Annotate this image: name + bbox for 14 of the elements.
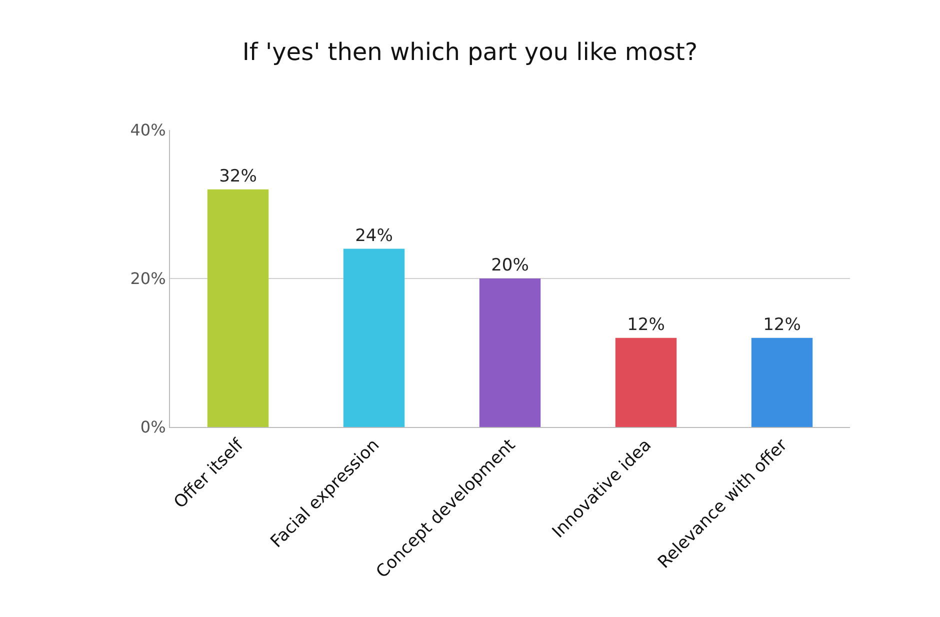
bar [207, 189, 269, 427]
bar [615, 338, 677, 427]
y-tick-label: 40% [130, 120, 166, 140]
y-tick-label: 0% [140, 418, 166, 437]
y-tick-label: 20% [130, 269, 166, 288]
bar [479, 278, 541, 427]
bar [751, 338, 813, 427]
bar [343, 248, 405, 427]
data-label: 12% [763, 314, 801, 335]
data-label: 12% [627, 314, 665, 335]
chart-title: If 'yes' then which part you like most? [242, 38, 698, 66]
data-label: 32% [219, 166, 257, 186]
data-label: 24% [355, 226, 393, 246]
data-label: 20% [491, 256, 529, 276]
